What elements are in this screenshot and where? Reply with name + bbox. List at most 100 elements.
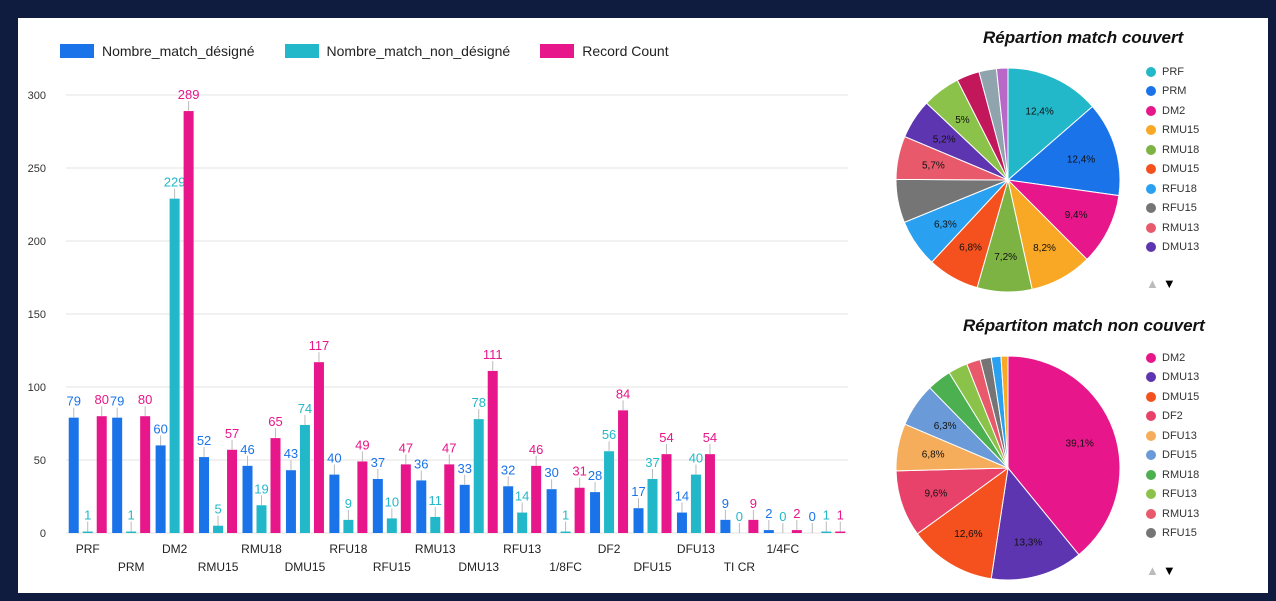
pie-legend-item[interactable]: DMU13 (1146, 368, 1199, 388)
pie-legend-item[interactable]: RMU18 (1146, 465, 1199, 485)
pie-slice[interactable] (1007, 355, 1121, 556)
bar-3[interactable] (748, 519, 759, 533)
bar-2[interactable] (821, 531, 832, 533)
x-tick-label: DFU15 (633, 560, 671, 574)
data-label: 9 (750, 496, 757, 511)
bar-3[interactable] (574, 487, 585, 533)
legend-item-series-1[interactable]: Nombre_match_désigné (60, 43, 255, 59)
data-label: 56 (602, 427, 616, 442)
bar-3[interactable] (618, 410, 629, 533)
bar-3[interactable] (313, 362, 324, 533)
bar-2[interactable] (690, 474, 701, 533)
bar-legend[interactable]: Nombre_match_désigné Nombre_match_non_dé… (60, 43, 669, 59)
bar-2[interactable] (169, 198, 180, 533)
bar-1[interactable] (546, 489, 557, 533)
bar-1[interactable] (503, 486, 514, 533)
pie-slice[interactable] (1000, 355, 1009, 469)
bar-3[interactable] (270, 438, 281, 533)
bar-3[interactable] (661, 454, 672, 533)
bar-1[interactable] (285, 470, 296, 533)
pie-legend-item[interactable]: DMU15 (1146, 387, 1199, 407)
data-label: 19 (254, 481, 268, 496)
pie-legend-item[interactable]: DF2 (1146, 407, 1199, 427)
pie-legend-item[interactable]: RFU18 (1146, 179, 1199, 199)
bar-1[interactable] (68, 417, 79, 533)
bar-3[interactable] (96, 416, 107, 533)
pie-slice[interactable] (1006, 179, 1120, 261)
pie-slice[interactable] (916, 466, 1009, 580)
bar-1[interactable] (763, 530, 774, 533)
pie-legend-item[interactable]: DFU15 (1146, 446, 1199, 466)
bar-3[interactable] (357, 461, 368, 533)
pie-title-covered: Répartion match couvert (983, 28, 1184, 47)
page-up-icon[interactable]: ▲ (1146, 563, 1159, 578)
bar-2[interactable] (517, 512, 528, 533)
bar-2[interactable] (256, 505, 267, 533)
bar-1[interactable] (199, 457, 210, 533)
bar-2[interactable] (82, 531, 93, 533)
data-label: 79 (66, 394, 80, 409)
bar-3[interactable] (531, 465, 542, 533)
x-tick-label: DMU13 (458, 560, 499, 574)
pie-legend-item[interactable]: RMU18 (1146, 140, 1199, 160)
y-tick-label: 300 (28, 90, 46, 102)
bar-2[interactable] (386, 518, 397, 533)
bar-1[interactable] (372, 478, 383, 533)
bar-1[interactable] (155, 445, 166, 533)
pie-slice[interactable] (1007, 67, 1094, 182)
legend-item-series-2[interactable]: Nombre_match_non_désigné (284, 43, 510, 59)
data-label: 10 (385, 494, 399, 509)
bar-3[interactable] (227, 449, 238, 533)
legend-dot (1146, 489, 1156, 500)
bar-2[interactable] (343, 519, 354, 533)
bar-3[interactable] (400, 464, 411, 533)
pie-legend-item[interactable]: DM2 (1146, 348, 1199, 368)
pie-pager-covered[interactable]: ▲ ▼ (1146, 276, 1176, 291)
bar-1[interactable] (112, 417, 123, 533)
y-tick-label: 200 (28, 236, 46, 248)
bar-3[interactable] (140, 416, 151, 533)
bar-1[interactable] (590, 492, 601, 533)
pie-legend-item[interactable]: DM2 (1146, 101, 1199, 121)
pie-slice[interactable] (990, 466, 1080, 581)
page-down-icon[interactable]: ▼ (1162, 563, 1176, 578)
bar-2[interactable] (473, 419, 484, 533)
bar-1[interactable] (416, 480, 427, 533)
pie-legend-item[interactable]: RMU13 (1146, 504, 1199, 524)
pie-legend-item[interactable]: RFU15 (1146, 199, 1199, 219)
pie-legend-item[interactable]: PRF (1146, 62, 1199, 82)
bar-2[interactable] (560, 531, 571, 533)
pie-legend-item[interactable]: DFU13 (1146, 426, 1199, 446)
bar-3[interactable] (183, 111, 194, 533)
bar-2[interactable] (299, 424, 310, 533)
pie-legend-item[interactable]: RFU13 (1146, 485, 1199, 505)
pie-pager-uncovered[interactable]: ▲ ▼ (1146, 563, 1176, 578)
pie-legend-item[interactable]: RFU15 (1146, 524, 1199, 544)
bar-2[interactable] (213, 525, 224, 533)
bar-3[interactable] (791, 530, 802, 533)
bar-1[interactable] (676, 512, 687, 533)
bar-1[interactable] (720, 519, 731, 533)
bar-2[interactable] (126, 531, 137, 533)
page-up-icon[interactable]: ▲ (1146, 276, 1159, 291)
bar-1[interactable] (242, 465, 253, 533)
pie-legend-item[interactable]: PRM (1146, 82, 1199, 102)
bar-1[interactable] (459, 484, 470, 533)
pie-slice[interactable] (995, 67, 1009, 181)
bar-1[interactable] (633, 508, 644, 533)
bar-3[interactable] (487, 370, 498, 533)
bar-2[interactable] (647, 478, 658, 533)
pie-legend-item[interactable]: RMU13 (1146, 218, 1199, 238)
bar-3[interactable] (704, 454, 715, 533)
pie-legend-item[interactable]: RMU15 (1146, 121, 1199, 141)
bar-2[interactable] (430, 516, 441, 533)
legend-item-series-3[interactable]: Record Count (540, 43, 669, 59)
bar-3[interactable] (835, 531, 846, 533)
pie-legend-item[interactable]: DMU15 (1146, 160, 1199, 180)
bar-1[interactable] (329, 474, 340, 533)
bar-2[interactable] (604, 451, 615, 533)
pie-legend-item[interactable]: DMU13 (1146, 238, 1199, 258)
page-down-icon[interactable]: ▼ (1162, 276, 1176, 291)
bar-3[interactable] (444, 464, 455, 533)
pie-slice[interactable] (1006, 105, 1121, 197)
